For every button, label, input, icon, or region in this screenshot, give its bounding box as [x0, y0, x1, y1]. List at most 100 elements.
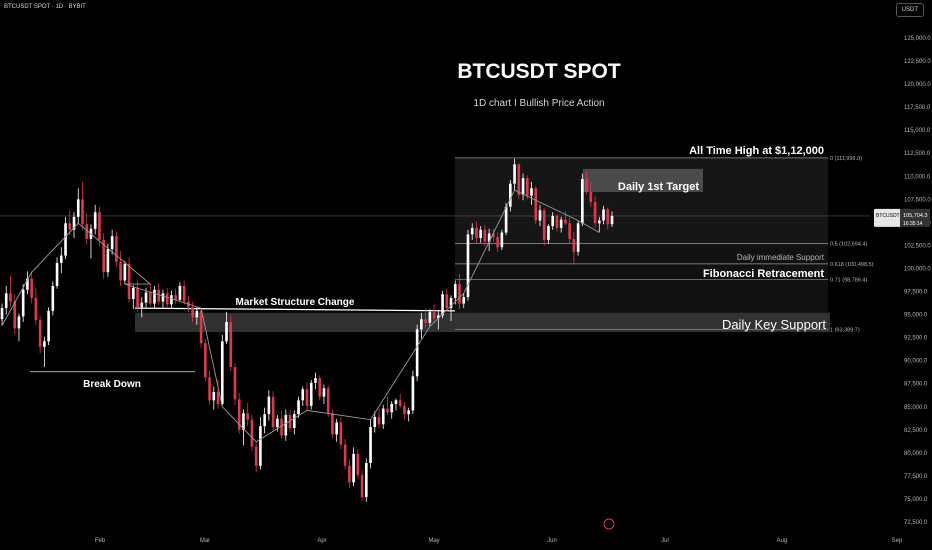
candle-body	[441, 294, 444, 316]
candle-body	[68, 223, 72, 230]
fib-level-label: 0.5 (102,694.4)	[830, 242, 867, 248]
fib-annotation: Fibonacci Retracement	[703, 268, 824, 280]
y-tick-label: 100,000.0	[904, 266, 931, 272]
candle-body	[424, 319, 427, 323]
candle-body	[17, 316, 21, 329]
candle-body	[115, 236, 118, 263]
candle-body	[322, 388, 326, 397]
candle-body	[195, 310, 199, 318]
candle-body	[59, 255, 63, 263]
candle-body	[106, 249, 110, 273]
candle-body	[34, 297, 38, 321]
candle-body	[191, 307, 194, 318]
candle-body	[517, 164, 521, 195]
candle-body	[458, 284, 461, 304]
x-tick-label: Aug	[777, 538, 788, 544]
candle-body	[555, 215, 559, 228]
candle-body	[305, 389, 309, 406]
candle-body	[411, 376, 415, 411]
candle-body	[47, 310, 50, 342]
candle-body	[373, 416, 377, 428]
x-tick-label: May	[428, 538, 439, 544]
candle-body	[390, 403, 394, 413]
immediate-support-annotation: Daily immediate Support	[737, 253, 825, 262]
fib-level-label: 0.71 (98,786.4)	[830, 278, 867, 284]
currency-button[interactable]: USDT	[895, 3, 924, 17]
y-tick-label: 90,000.0	[904, 359, 928, 365]
fib-level-label: 1 (93,389.7)	[830, 327, 860, 333]
candle-body	[280, 418, 283, 436]
candle-body	[254, 446, 258, 466]
x-tick-label: Mar	[200, 538, 210, 544]
candle-body	[259, 426, 262, 466]
key-support-zone	[135, 312, 830, 333]
candle-body	[610, 215, 614, 225]
candle-body	[492, 233, 495, 238]
candle-body	[204, 343, 207, 378]
y-tick-label: 102,500.0	[904, 243, 931, 249]
candle-body	[568, 223, 571, 239]
candle-body	[208, 377, 211, 401]
candle-body	[326, 388, 330, 414]
y-tick-label: 115,000.0	[904, 128, 931, 134]
candle-body	[98, 212, 101, 240]
candle-body	[199, 310, 203, 344]
candle-body	[606, 209, 610, 225]
candle-body	[85, 224, 89, 239]
msc-annotation: Market Structure Change	[236, 297, 355, 308]
candle-body	[483, 229, 487, 242]
candle-body	[225, 321, 228, 342]
y-tick-label: 112,500.0	[904, 151, 931, 157]
candle-body	[301, 389, 305, 401]
y-tick-label: 80,000.0	[904, 451, 928, 457]
price-tag-symbol: BTCUSDT	[876, 213, 900, 219]
candle-body	[509, 183, 512, 207]
price-tag-value: 105,704.3	[903, 213, 927, 219]
candle-body	[466, 234, 470, 298]
candle-body	[364, 462, 368, 498]
y-tick-label: 117,500.0	[904, 105, 931, 111]
y-tick-label: 95,000.0	[904, 313, 928, 319]
x-tick-label: Jul	[661, 538, 669, 544]
msc-line	[134, 307, 456, 312]
candle-body	[220, 341, 224, 404]
candle-body	[538, 210, 542, 221]
candle-body	[453, 284, 457, 298]
candle-body	[589, 191, 593, 203]
current-price-tag	[874, 208, 930, 227]
candle-body	[144, 292, 148, 303]
candle-body	[170, 295, 173, 305]
candle-body	[504, 206, 508, 233]
y-tick-label: 72,500.0	[904, 520, 928, 526]
candle-body	[377, 416, 381, 425]
candle-body	[153, 289, 156, 304]
candle-body	[178, 285, 182, 300]
candle-body	[475, 227, 478, 239]
candle-body	[331, 413, 334, 435]
y-tick-label: 82,500.0	[904, 428, 928, 434]
candle-body	[72, 216, 76, 230]
symbol-header[interactable]: BTCUSDT SPOT · 1D · BYBIT	[4, 4, 86, 10]
candle-body	[110, 236, 114, 250]
chart-title: BTCUSDT SPOT	[457, 60, 621, 83]
candle-body	[449, 297, 453, 309]
candle-body	[233, 367, 237, 400]
candle-body	[597, 220, 601, 224]
candle-body	[157, 289, 161, 302]
candle-body	[547, 226, 550, 240]
price-tag-box	[874, 208, 902, 227]
candle-body	[267, 396, 271, 415]
candle-body	[386, 408, 389, 413]
candle-body	[479, 229, 482, 239]
candle-body	[148, 292, 152, 304]
candle-body	[43, 341, 46, 347]
candle-body	[487, 233, 491, 242]
candle-body	[263, 414, 266, 427]
candle-body	[64, 223, 67, 256]
candle-body	[132, 287, 135, 299]
candle-body	[0, 308, 4, 320]
candle-body	[136, 287, 139, 308]
candle-body	[288, 415, 292, 428]
candle-body	[174, 295, 177, 300]
